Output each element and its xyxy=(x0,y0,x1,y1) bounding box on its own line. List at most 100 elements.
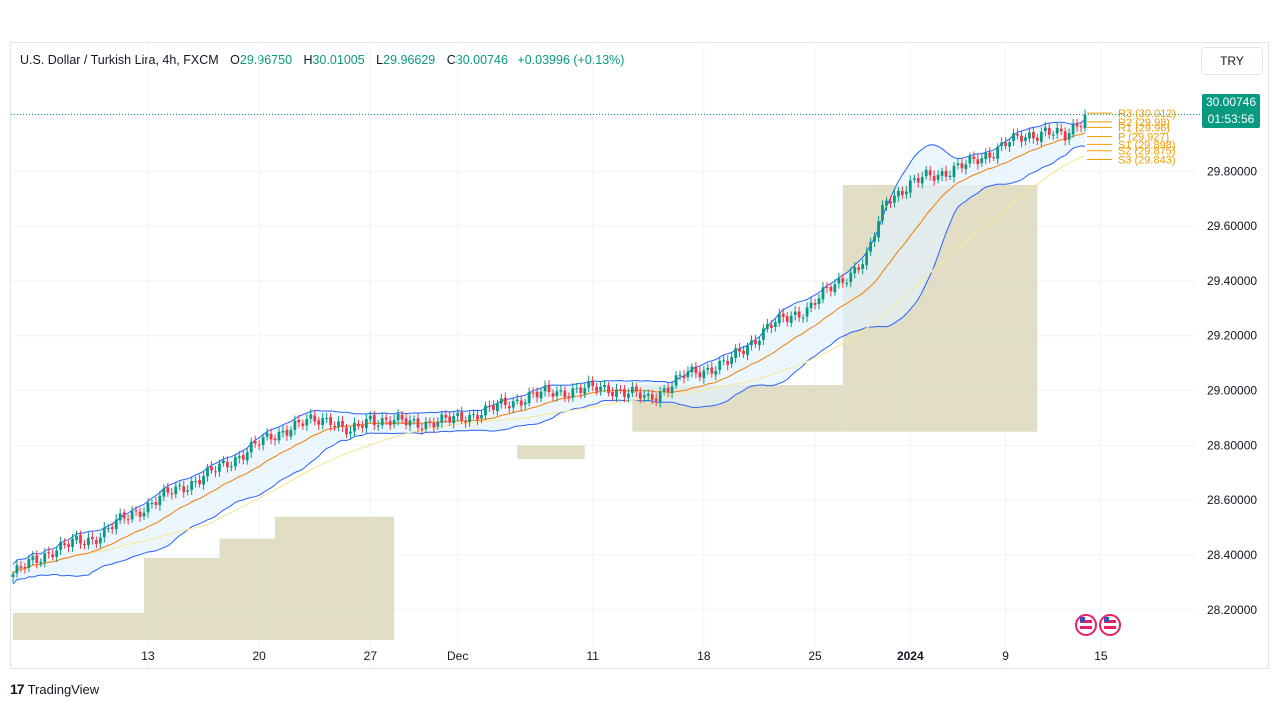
candle-body xyxy=(575,388,579,390)
candle-body xyxy=(503,397,507,405)
candle-body xyxy=(972,156,976,159)
candle-body xyxy=(416,418,420,428)
candle-body xyxy=(857,267,861,270)
candle-body xyxy=(968,155,972,164)
candle-body xyxy=(507,406,511,409)
y-tick-label: 29.20000 xyxy=(1207,329,1257,343)
candle-body xyxy=(599,386,603,391)
candle-body xyxy=(630,386,634,394)
candle-body xyxy=(897,190,900,197)
candle-body xyxy=(229,466,233,468)
candle-body xyxy=(142,512,146,517)
candle-body xyxy=(257,444,261,446)
candle-body xyxy=(43,553,47,563)
candle-body xyxy=(114,519,118,530)
symbol-legend: U.S. Dollar / Turkish Lira, 4h, FXCM O29… xyxy=(20,53,624,67)
candle-body xyxy=(94,540,98,544)
y-tick-label: 28.40000 xyxy=(1207,548,1257,562)
candle-body xyxy=(317,420,321,425)
candle-body xyxy=(313,415,317,422)
candle-body xyxy=(948,175,952,177)
x-tick-label: 18 xyxy=(697,649,711,663)
candle-body xyxy=(646,393,650,396)
low-label: L xyxy=(376,53,384,67)
x-tick-label: 11 xyxy=(586,649,599,663)
candle-body xyxy=(912,178,916,180)
candle-body xyxy=(1047,127,1051,135)
candle-body xyxy=(11,574,15,577)
candle-body xyxy=(170,493,174,495)
candle-body xyxy=(202,476,205,485)
candle-body xyxy=(595,386,599,392)
candle-body xyxy=(245,452,249,461)
candle-body xyxy=(194,481,198,483)
candle-body xyxy=(944,170,948,177)
candle-body xyxy=(706,367,710,370)
candle-body xyxy=(611,391,614,397)
candle-body xyxy=(51,554,55,558)
y-tick-label: 29.80000 xyxy=(1207,164,1257,178)
candle-body xyxy=(19,566,23,568)
volume-profile-zone xyxy=(12,612,145,640)
candle-body xyxy=(420,428,424,430)
candle-body xyxy=(1067,133,1071,140)
candle-body xyxy=(1028,132,1031,139)
candle-body xyxy=(1071,124,1075,135)
candle-body xyxy=(67,544,70,547)
candle-body xyxy=(904,191,908,195)
candle-body xyxy=(468,415,471,422)
candle-body xyxy=(765,324,769,329)
candle-body xyxy=(769,324,773,328)
candle-body xyxy=(531,392,535,394)
candle-body xyxy=(241,455,245,460)
pivot-label: S3 (29.843) xyxy=(1118,154,1175,166)
candle-body xyxy=(39,561,43,564)
x-tick-label: 9 xyxy=(1002,649,1009,663)
candle-body xyxy=(996,146,1000,159)
candle-body xyxy=(658,391,662,402)
candle-body xyxy=(722,360,726,362)
moving-average-50-line xyxy=(12,155,1086,575)
candle-body xyxy=(603,384,606,387)
candle-body xyxy=(793,311,797,316)
candle-body xyxy=(63,543,66,545)
candle-body xyxy=(885,200,888,206)
candle-body xyxy=(249,441,253,453)
candle-body xyxy=(23,567,27,569)
candle-body xyxy=(1004,142,1007,146)
candle-body xyxy=(1024,137,1027,141)
currency-button[interactable]: TRY xyxy=(1201,47,1263,75)
candle-body xyxy=(746,345,749,356)
tradingview-brand[interactable]: 17 TradingView xyxy=(10,681,99,697)
candle-body xyxy=(198,480,201,485)
us-flag-canton-icon xyxy=(1080,617,1085,622)
candle-body xyxy=(98,537,102,544)
candle-body xyxy=(833,284,837,293)
candle-body xyxy=(488,405,491,407)
candle-body xyxy=(190,481,194,491)
candle-body xyxy=(186,490,190,492)
candle-body xyxy=(134,510,138,512)
high-label: H xyxy=(303,53,313,67)
us-flag-canton-icon xyxy=(1104,617,1109,622)
candle-body xyxy=(400,414,404,420)
candle-body xyxy=(345,427,348,435)
candle-body xyxy=(31,556,35,561)
candle-body xyxy=(734,348,738,358)
candle-body xyxy=(607,385,610,394)
candle-body xyxy=(980,158,984,164)
low-value: 29.96629 xyxy=(383,53,436,67)
candle-body xyxy=(714,370,718,375)
candle-body xyxy=(325,418,329,420)
candle-body xyxy=(448,416,452,423)
candle-body xyxy=(1016,134,1019,136)
candle-body xyxy=(376,425,380,427)
bollinger-lower-line xyxy=(12,145,1086,585)
candle-body xyxy=(1055,127,1059,134)
candle-body xyxy=(718,360,722,371)
candle-body xyxy=(75,535,78,540)
bollinger-basis-line xyxy=(12,132,1086,575)
y-tick-label: 29.40000 xyxy=(1207,274,1257,288)
candle-body xyxy=(754,340,757,345)
